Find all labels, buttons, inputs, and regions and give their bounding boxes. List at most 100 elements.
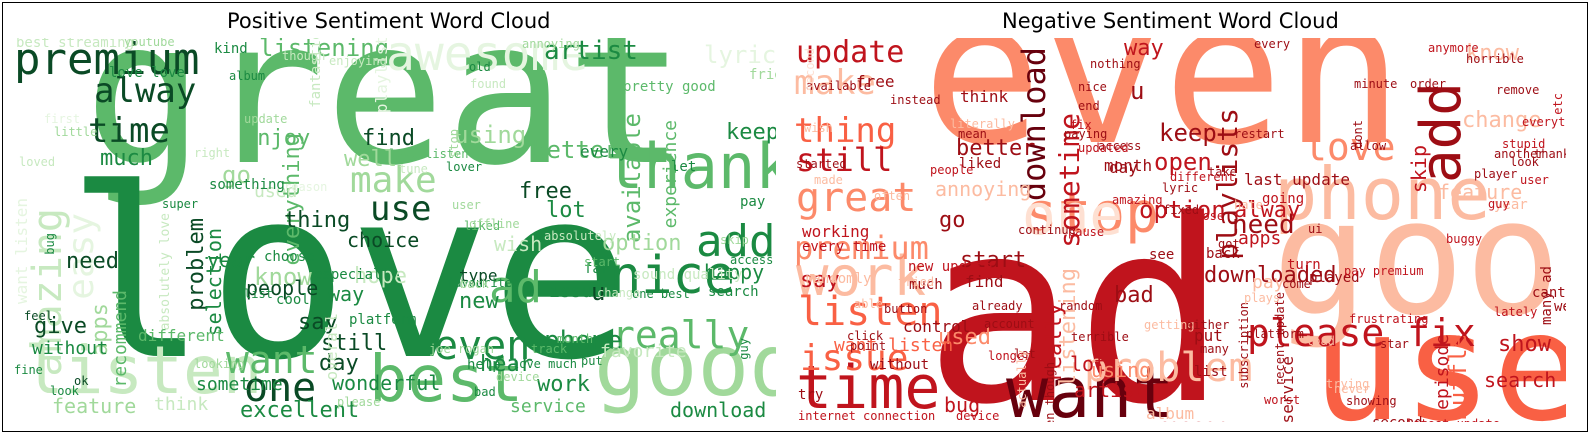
word-way: way: [1124, 38, 1164, 61]
word-another: another: [1494, 147, 1545, 161]
word-alway: alway: [1234, 198, 1301, 223]
word-love-much: love much: [512, 357, 578, 371]
word-album: album: [1146, 404, 1195, 422]
word-instead: instead: [890, 93, 941, 107]
word-lately: lately: [1494, 305, 1538, 319]
word-used: used: [254, 181, 298, 202]
word-month: month: [1104, 156, 1153, 175]
word-etc: etc: [1551, 93, 1565, 115]
word-service: service: [510, 396, 586, 417]
word-pay: pay: [1252, 272, 1285, 293]
word-enjoy: enjoy: [244, 126, 311, 151]
word-time: time: [796, 353, 941, 422]
word-thank: thank: [1534, 147, 1566, 161]
word-offline: offline: [469, 217, 520, 231]
word-internet-connection: internet connection: [798, 409, 936, 422]
word-make: make: [350, 160, 437, 201]
word-point: point: [850, 339, 887, 353]
word-without: without: [32, 338, 108, 359]
word-apps: apps: [1238, 228, 1282, 249]
word-platform: platform: [1246, 327, 1304, 341]
word-still: still: [321, 331, 388, 356]
word-terrible: terrible: [1071, 330, 1129, 344]
word-even: even: [434, 323, 531, 369]
word-fixed: fixed: [1163, 203, 1200, 217]
word-episode: episode: [1432, 334, 1453, 410]
word-bad: bad: [474, 385, 496, 399]
word-want: want: [1006, 352, 1175, 422]
word-well: well: [1554, 299, 1566, 315]
word-many-ad: many ad: [1539, 266, 1555, 326]
word-joe-rogan: joe rogan: [429, 342, 495, 356]
word-try: try: [798, 387, 824, 403]
word-cool: cool: [276, 292, 310, 308]
word-going: going: [1262, 191, 1305, 207]
word-fine: fine: [14, 363, 43, 377]
word-buggy: buggy: [1446, 232, 1483, 246]
word-wish: wish: [494, 232, 543, 256]
word-showing: showing: [1346, 394, 1397, 408]
word-nice: nice: [610, 246, 736, 306]
word-keep: keep: [1159, 119, 1217, 147]
word-ad: ad: [924, 167, 1228, 423]
word-update: update: [244, 112, 288, 126]
word-longer: longer: [988, 349, 1032, 363]
word-annoying: annoying: [522, 38, 580, 51]
word-use: use: [1312, 281, 1566, 422]
word-started: started: [796, 157, 847, 171]
word-phone: phone: [544, 326, 623, 356]
word-much: much: [909, 277, 943, 293]
word-u: u: [591, 278, 606, 306]
word-work: work: [537, 372, 590, 397]
word-start: start: [584, 255, 621, 269]
word-selection: selection: [202, 228, 226, 337]
word-continue: continue: [1018, 223, 1076, 237]
word-use: use: [370, 189, 432, 229]
word-ok: ok: [74, 374, 89, 388]
word-hope: hope: [354, 264, 407, 289]
word-turn: turn: [1287, 257, 1321, 273]
word-using: using: [1091, 358, 1152, 382]
word-think: think: [154, 394, 209, 415]
word-go: go: [222, 161, 251, 189]
positive-word-cloud: great love best good premium listen amazing awe…: [14, 38, 776, 422]
word-lot: lot: [546, 198, 586, 223]
word-frustrating: frustrating: [1349, 312, 1429, 326]
word-one-best: one best: [632, 287, 690, 301]
word-please-fix: please fix: [1247, 311, 1476, 355]
word-type: type: [459, 266, 498, 285]
word-order: order: [1410, 77, 1447, 91]
word-lyric: lyric: [704, 41, 776, 69]
word-say: say: [800, 268, 840, 293]
negative-word-cloud: evenadusegoodphonestopwanttimeoneworkadd…: [794, 38, 1566, 422]
word-first: first: [44, 112, 81, 126]
word-wonderful: wonderful: [332, 371, 441, 395]
word-search: search: [708, 284, 759, 300]
word-year: year: [1494, 197, 1528, 213]
word-playlist: playlist: [372, 38, 391, 114]
word-put: put: [581, 354, 603, 368]
word-better: better: [956, 136, 1036, 161]
word-super: super: [162, 197, 199, 211]
word-way: way: [328, 282, 365, 306]
word-different: different: [1170, 170, 1236, 184]
word-back: back: [1206, 246, 1240, 262]
word-many: many: [1200, 342, 1229, 356]
word-need: need: [66, 249, 119, 274]
word-nothing: nothing: [1090, 57, 1141, 71]
word-list: list: [1194, 364, 1228, 380]
word-premium: premium: [794, 229, 929, 267]
word-open: open: [1154, 148, 1212, 176]
word-people: people: [930, 163, 974, 177]
word-kind: kind: [214, 41, 248, 57]
word-choose: choose: [264, 249, 315, 265]
word-find: find: [965, 272, 1004, 291]
word-love-listen: love listen: [389, 147, 469, 161]
word-well: well: [344, 147, 397, 172]
word-without: without: [870, 357, 930, 373]
word-tune: tune: [399, 162, 428, 176]
word-love: love: [1304, 125, 1396, 169]
word-want-listen: want listen: [834, 335, 954, 356]
word-new: new: [459, 289, 499, 314]
word-minute: minute: [1354, 77, 1398, 91]
